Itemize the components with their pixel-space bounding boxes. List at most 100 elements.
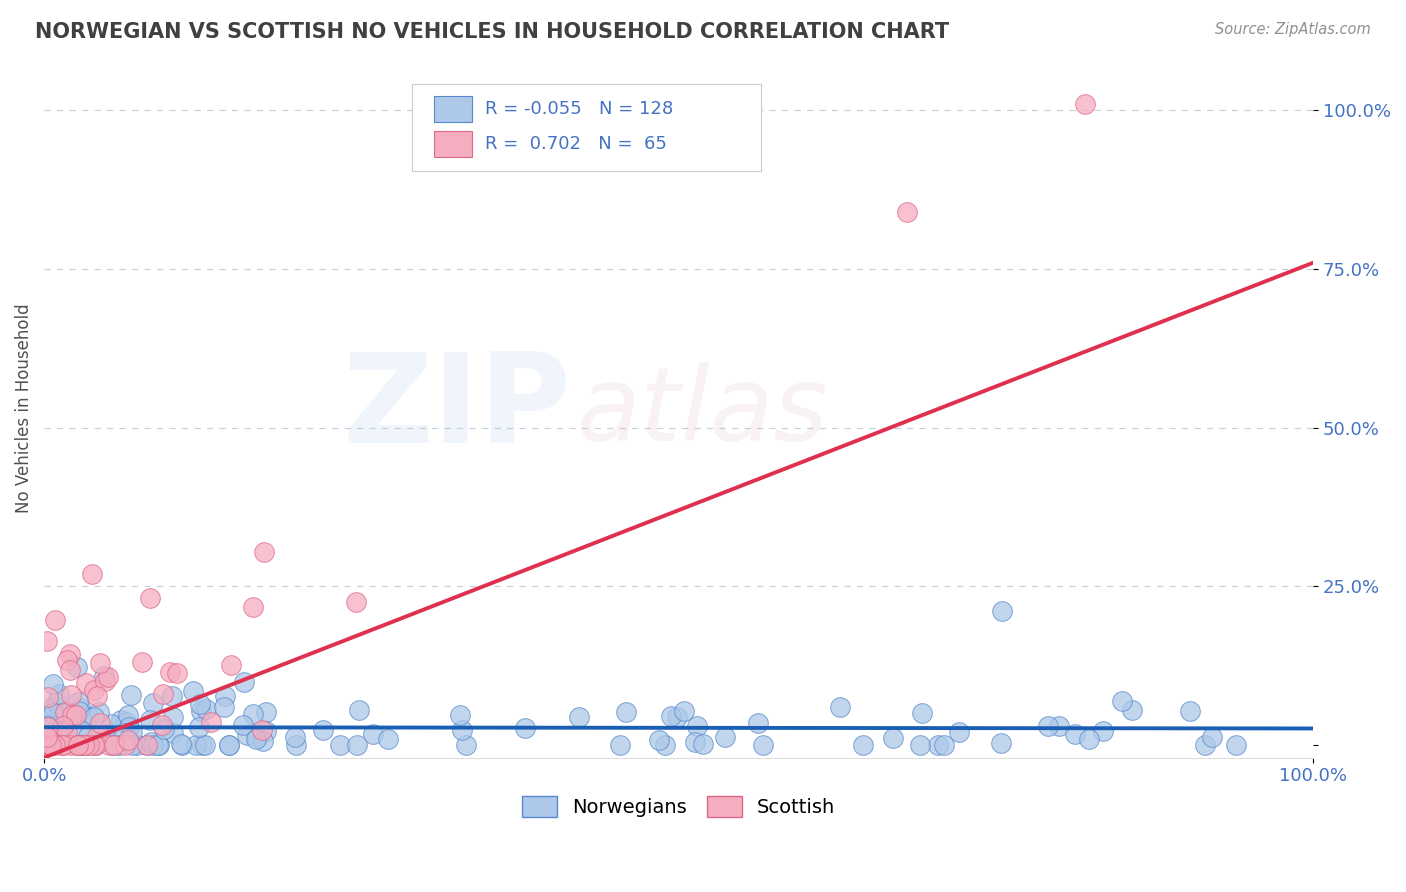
FancyBboxPatch shape — [433, 131, 472, 157]
Point — [1194, 738, 1216, 752]
Point — [35, 730, 58, 744]
Point — [714, 730, 737, 744]
Point — [35, 738, 58, 752]
Point — [908, 738, 931, 752]
Point — [97, 738, 120, 752]
Point — [614, 705, 637, 719]
Point — [284, 730, 307, 744]
Point — [346, 738, 368, 752]
Point — [665, 710, 688, 724]
Point — [70, 724, 93, 739]
Point — [159, 665, 181, 679]
Point — [253, 545, 276, 559]
Point — [125, 738, 148, 752]
Point — [1047, 719, 1070, 733]
Y-axis label: No Vehicles in Household: No Vehicles in Household — [15, 304, 32, 514]
Point — [39, 731, 62, 746]
Point — [672, 704, 695, 718]
Point — [55, 653, 77, 667]
Point — [107, 738, 129, 752]
Point — [121, 724, 143, 739]
Point — [911, 706, 934, 721]
Point — [75, 738, 97, 752]
Point — [948, 724, 970, 739]
Point — [70, 738, 93, 752]
Point — [39, 738, 62, 752]
Point — [347, 703, 370, 717]
Point — [242, 707, 264, 722]
Point — [83, 709, 105, 723]
Point — [361, 727, 384, 741]
Point — [41, 738, 63, 752]
Point — [852, 738, 875, 752]
Point — [1201, 730, 1223, 744]
Point — [1121, 703, 1143, 717]
Point — [59, 647, 82, 661]
Point — [101, 738, 124, 752]
Point — [51, 717, 73, 731]
Point — [84, 738, 107, 752]
Point — [70, 738, 93, 752]
Point — [117, 733, 139, 747]
Point — [609, 738, 631, 752]
Point — [329, 738, 352, 752]
Point — [191, 738, 214, 752]
Point — [212, 700, 235, 714]
Point — [242, 599, 264, 614]
Point — [38, 738, 60, 752]
Point — [93, 673, 115, 688]
Point — [69, 701, 91, 715]
Point — [685, 719, 707, 733]
Point — [1074, 97, 1097, 112]
Point — [65, 660, 87, 674]
Point — [38, 738, 60, 752]
Point — [72, 738, 94, 752]
Point — [195, 702, 218, 716]
Point — [39, 738, 62, 752]
Point — [219, 658, 242, 673]
Point — [752, 738, 775, 752]
Point — [69, 738, 91, 752]
Point — [218, 738, 240, 752]
Point — [37, 720, 59, 734]
Point — [80, 566, 103, 581]
Point — [692, 737, 714, 751]
Point — [312, 723, 335, 738]
Point — [245, 732, 267, 747]
Point — [181, 684, 204, 698]
Point — [136, 738, 159, 752]
Point — [932, 738, 955, 752]
Point — [45, 696, 67, 710]
Point — [1180, 704, 1202, 718]
Point — [77, 710, 100, 724]
Point — [52, 719, 75, 733]
Point — [284, 738, 307, 752]
Point — [991, 604, 1014, 618]
Point — [148, 738, 170, 752]
Point — [91, 734, 114, 748]
Point — [110, 714, 132, 728]
Point — [114, 738, 136, 752]
Point — [44, 738, 66, 752]
Point — [172, 738, 194, 752]
Point — [659, 708, 682, 723]
Point — [1111, 693, 1133, 707]
Point — [131, 656, 153, 670]
Text: R =  0.702   N =  65: R = 0.702 N = 65 — [485, 135, 666, 153]
Point — [67, 738, 90, 752]
Point — [828, 700, 851, 714]
Point — [52, 738, 75, 752]
Point — [38, 723, 60, 737]
Point — [89, 705, 111, 719]
Point — [118, 720, 141, 734]
Point — [35, 719, 58, 733]
Point — [103, 738, 125, 752]
Point — [112, 725, 135, 739]
Point — [39, 722, 62, 736]
Point — [65, 707, 87, 722]
Point — [377, 731, 399, 746]
Point — [93, 669, 115, 683]
Point — [59, 688, 82, 702]
Text: NORWEGIAN VS SCOTTISH NO VEHICLES IN HOUSEHOLD CORRELATION CHART: NORWEGIAN VS SCOTTISH NO VEHICLES IN HOU… — [35, 22, 949, 42]
Point — [568, 710, 591, 724]
